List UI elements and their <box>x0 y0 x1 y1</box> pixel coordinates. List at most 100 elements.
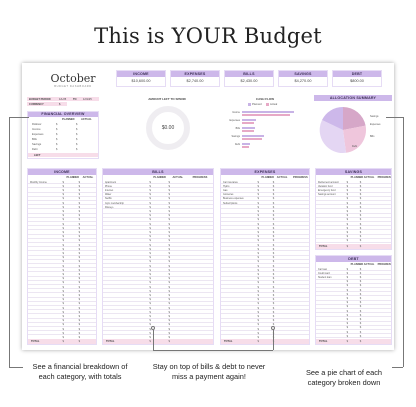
expenses-actual-cell[interactable]: $ <box>272 319 275 323</box>
bills-planned-cell[interactable]: $ <box>149 298 151 302</box>
income-table-row[interactable]: $$ <box>28 277 96 281</box>
expenses-planned-cell[interactable]: $ <box>257 226 259 230</box>
income-table-row[interactable]: $$ <box>28 247 96 252</box>
income-actual-cell[interactable]: $ <box>78 209 81 213</box>
overview-actual-cell[interactable]: $ <box>76 147 78 151</box>
income-planned-cell[interactable]: $ <box>62 188 64 192</box>
income-planned-cell[interactable]: $ <box>62 230 64 234</box>
income-actual-cell[interactable]: $ <box>78 188 81 192</box>
expenses-table-row[interactable]: $$ <box>221 319 309 323</box>
debt-table-row[interactable]: $$ <box>316 280 391 284</box>
bills-table-row[interactable]: $$ <box>103 214 213 218</box>
savings-planned-cell[interactable]: $ <box>346 201 349 205</box>
bills-actual-cell[interactable]: $ <box>168 235 170 239</box>
expenses-planned-cell[interactable]: $ <box>257 180 259 184</box>
income-planned-cell[interactable]: $ <box>62 197 64 201</box>
bills-actual-cell[interactable]: $ <box>168 247 170 251</box>
expenses-actual-cell[interactable]: $ <box>272 323 275 327</box>
expenses-planned-cell[interactable]: $ <box>257 201 259 205</box>
debt-planned-cell[interactable]: $ <box>346 267 349 271</box>
expenses-actual-cell[interactable]: $ <box>272 260 275 264</box>
expenses-table-row[interactable]: $$ <box>221 247 309 252</box>
expenses-actual-cell[interactable]: $ <box>272 256 275 260</box>
overview-planned-cell[interactable]: $ <box>56 132 58 136</box>
debt-table-row[interactable]: $$ <box>316 334 391 339</box>
income-planned-cell[interactable]: $ <box>62 335 64 339</box>
savings-planned-cell[interactable]: $ <box>346 226 349 230</box>
income-table-row[interactable]: $$ <box>28 323 96 327</box>
savings-actual-cell[interactable]: $ <box>359 218 362 222</box>
bills-actual-cell[interactable]: $ <box>168 251 170 255</box>
income-table-row[interactable]: $$ <box>28 289 96 294</box>
debt-table-row[interactable]: $$ <box>316 288 391 293</box>
income-actual-cell[interactable]: $ <box>78 256 81 260</box>
expenses-actual-cell[interactable]: $ <box>272 293 275 297</box>
bills-planned-cell[interactable]: $ <box>149 264 151 268</box>
debt-table-row[interactable]: Student loan $ $ <box>316 275 391 280</box>
expenses-table-row[interactable]: $$ <box>221 218 309 222</box>
savings-planned-cell[interactable]: $ <box>346 188 349 192</box>
bills-actual-cell[interactable]: $ <box>168 331 170 335</box>
bills-table-row[interactable]: $$ <box>103 251 213 256</box>
savings-planned-cell[interactable]: $ <box>346 193 349 197</box>
expenses-planned-cell[interactable]: $ <box>257 272 259 276</box>
income-table-row[interactable]: $$ <box>28 230 96 235</box>
bills-planned-cell[interactable]: $ <box>149 314 151 318</box>
savings-planned-cell[interactable]: $ <box>346 205 349 209</box>
savings-table-row[interactable]: $$ <box>316 226 391 231</box>
income-planned-cell[interactable]: $ <box>62 209 64 213</box>
savings-planned-cell[interactable]: $ <box>346 218 349 222</box>
income-table-row[interactable]: $$ <box>28 218 96 222</box>
expenses-actual-cell[interactable]: $ <box>272 218 275 222</box>
bills-planned-cell[interactable]: $ <box>149 306 151 310</box>
expenses-actual-cell[interactable]: $ <box>272 209 275 213</box>
expenses-table-row[interactable]: $$ <box>221 306 309 311</box>
savings-actual-cell[interactable]: $ <box>359 205 362 209</box>
expenses-planned-cell[interactable]: $ <box>257 264 259 268</box>
expenses-actual-cell[interactable]: $ <box>272 310 275 314</box>
debt-actual-cell[interactable]: $ <box>359 271 362 275</box>
bills-actual-cell[interactable]: $ <box>168 327 170 331</box>
expenses-table-row[interactable]: $$ <box>221 226 309 231</box>
bills-table-row[interactable]: $$ <box>103 289 213 294</box>
expenses-table-row[interactable]: $$ <box>221 285 309 290</box>
income-actual-cell[interactable]: $ <box>78 293 81 297</box>
expenses-planned-cell[interactable]: $ <box>257 247 259 251</box>
expenses-actual-cell[interactable]: $ <box>272 272 275 276</box>
bills-table-row[interactable]: $$ <box>103 260 213 264</box>
savings-planned-cell[interactable]: $ <box>346 197 349 201</box>
income-actual-cell[interactable]: $ <box>78 319 81 323</box>
bills-planned-cell[interactable]: $ <box>149 243 151 247</box>
expenses-table-row[interactable]: Groceries $ $ <box>221 193 309 197</box>
bills-actual-cell[interactable]: $ <box>168 289 170 293</box>
expenses-actual-cell[interactable]: $ <box>272 214 275 218</box>
expenses-planned-cell[interactable]: $ <box>257 310 259 314</box>
savings-table-row[interactable]: $$ <box>316 239 391 243</box>
expenses-table-row[interactable]: $$ <box>221 289 309 294</box>
bills-planned-cell[interactable]: $ <box>149 310 151 314</box>
income-actual-cell[interactable]: $ <box>78 247 81 251</box>
bills-actual-cell[interactable]: $ <box>168 272 170 276</box>
expenses-table-row[interactable]: $$ <box>221 209 309 214</box>
savings-table-row[interactable]: $$ <box>316 205 391 210</box>
debt-planned-cell[interactable]: $ <box>346 271 349 275</box>
bills-planned-cell[interactable]: $ <box>149 251 151 255</box>
income-actual-cell[interactable]: $ <box>78 268 81 272</box>
income-table-row[interactable]: $$ <box>28 285 96 290</box>
bills-actual-cell[interactable]: $ <box>168 319 170 323</box>
expenses-planned-cell[interactable]: $ <box>257 251 259 255</box>
expenses-planned-cell[interactable]: $ <box>257 197 259 201</box>
income-actual-cell[interactable]: $ <box>78 277 81 281</box>
savings-actual-cell[interactable]: $ <box>359 193 362 197</box>
income-planned-cell[interactable]: $ <box>62 193 64 197</box>
income-planned-cell[interactable]: $ <box>62 310 64 314</box>
income-planned-cell[interactable]: $ <box>62 268 64 272</box>
expenses-table-row[interactable]: $$ <box>221 302 309 306</box>
debt-actual-cell[interactable]: $ <box>359 280 362 284</box>
bills-planned-cell[interactable]: $ <box>149 209 151 213</box>
bills-actual-cell[interactable]: $ <box>168 180 170 184</box>
expenses-table-row[interactable]: $$ <box>221 268 309 273</box>
bills-table-row[interactable]: Water $ $ <box>103 193 213 197</box>
income-actual-cell[interactable]: $ <box>78 310 81 314</box>
income-table-row[interactable]: $$ <box>28 314 96 319</box>
